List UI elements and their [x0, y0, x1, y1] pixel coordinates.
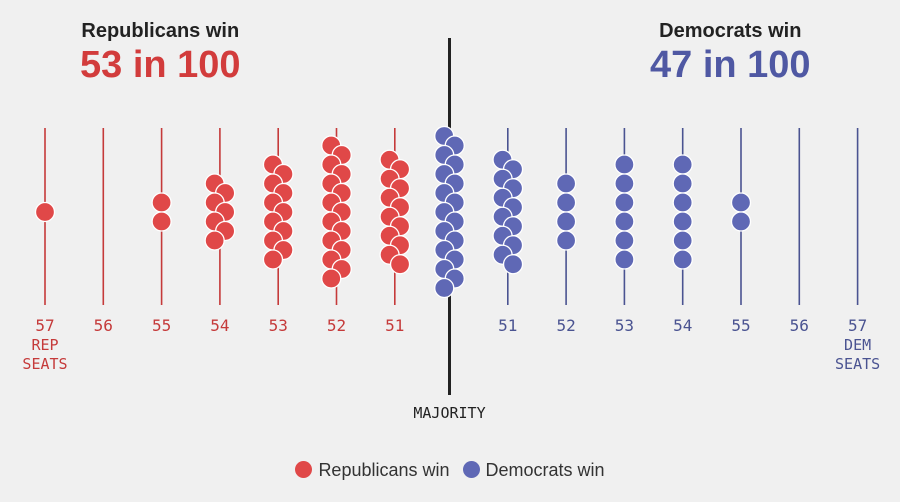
legend-item-dem: Democrats win — [462, 460, 605, 481]
dot-dem-54 — [672, 230, 693, 251]
dot-dem-52 — [555, 230, 577, 251]
dot-dem-53 — [614, 192, 635, 213]
dot-rep-55 — [151, 192, 172, 213]
tick-label-dem-52: 52 — [556, 316, 575, 335]
dot-dem-52 — [555, 211, 577, 232]
democrats-win-label: Democrats win — [659, 20, 802, 42]
republicans-odds: 53 in 100 — [80, 44, 241, 86]
dot-dem-53 — [614, 249, 635, 270]
republicans-win-label: Republicans win — [81, 20, 240, 42]
dot-dem-54 — [672, 211, 693, 232]
dot-rep-52 — [321, 268, 342, 289]
dot-dem-54 — [672, 249, 693, 270]
tick-label-rep-51: 51 — [385, 316, 404, 335]
dot-rep-53 — [262, 249, 284, 270]
tick-label-rep-55: 55 — [152, 316, 171, 335]
tick-label-rep-56: 56 — [94, 316, 113, 335]
dot-rep-55 — [151, 211, 172, 232]
dot-dem-54 — [672, 192, 693, 213]
dot-dem-55 — [730, 211, 752, 232]
legend: Republicans win Democrats win — [0, 460, 900, 481]
democrats-header: Democrats win 47 in 100 — [650, 20, 811, 85]
dot-rep-57 — [34, 201, 56, 223]
rep-seats-label-line2: SEATS — [22, 355, 67, 373]
dem-seats-label-line2: SEATS — [835, 355, 880, 373]
dot-dem-53 — [614, 230, 635, 251]
dot-dem-52 — [555, 192, 577, 213]
majority-label: MAJORITY — [413, 404, 485, 422]
tick-label-rep-53: 53 — [269, 316, 288, 335]
legend-label-dem: Democrats win — [485, 460, 605, 480]
tick-label-dem-51: 51 — [498, 316, 517, 335]
tick-label-dem-54: 54 — [673, 316, 692, 335]
legend-label-rep: Republicans win — [318, 460, 450, 480]
dem-seats-label-line1: DEM — [844, 336, 871, 354]
tick-label-dem-55: 55 — [731, 316, 750, 335]
dot-rep-54 — [204, 230, 225, 251]
dot-dem-53 — [614, 154, 635, 175]
tick-label-dem-56: 56 — [790, 316, 809, 335]
dot-dem-52 — [555, 173, 577, 194]
dot-dem-53 — [614, 211, 635, 232]
tick-label-dem-57: 57 — [848, 316, 867, 335]
legend-swatch-rep — [295, 461, 313, 478]
tick-label-rep-57: 57 — [35, 316, 54, 335]
tick-label-rep-54: 54 — [210, 316, 229, 335]
tick-label-dem-53: 53 — [615, 316, 634, 335]
dot-dem-51 — [502, 254, 524, 275]
dot-rep-51 — [389, 254, 411, 275]
legend-item-rep: Republicans win — [295, 460, 450, 481]
dot-dem-54 — [672, 154, 693, 175]
republicans-header: Republicans win 53 in 100 — [80, 20, 241, 85]
dot-dem-53 — [614, 173, 635, 194]
rep-seats-label-line1: REP — [31, 336, 58, 354]
legend-swatch-dem — [462, 461, 480, 478]
dot-dem-50 — [434, 277, 455, 299]
democrats-odds: 47 in 100 — [650, 44, 811, 86]
dot-dem-54 — [672, 173, 693, 194]
tick-label-rep-52: 52 — [327, 316, 346, 335]
dot-dem-55 — [730, 192, 752, 213]
